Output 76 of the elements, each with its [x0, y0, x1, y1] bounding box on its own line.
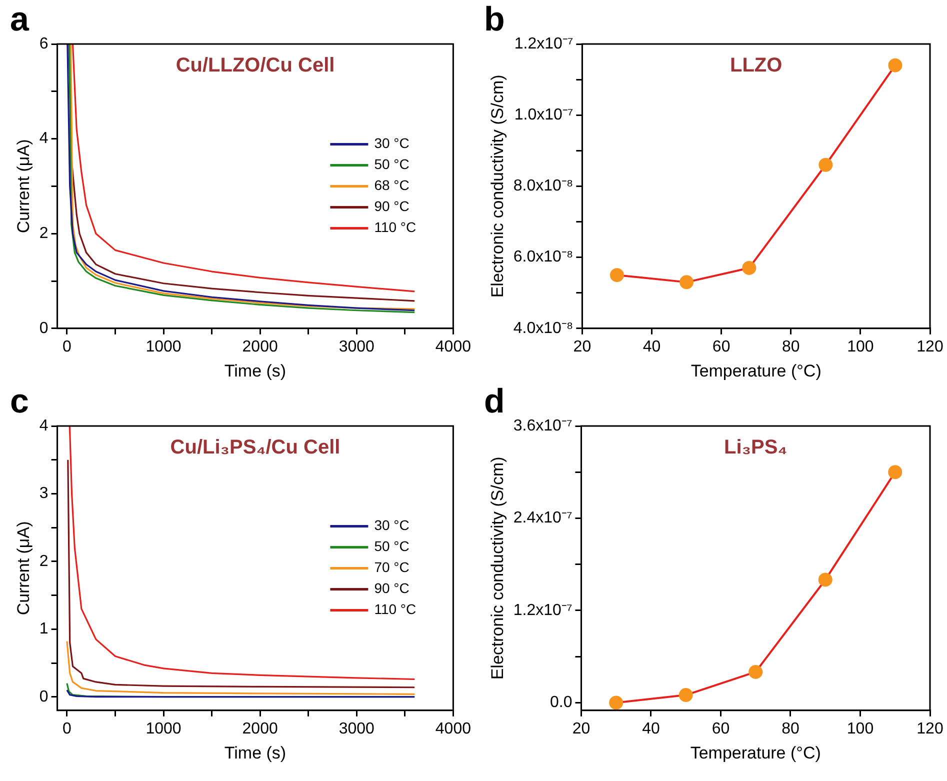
point [678, 688, 693, 702]
y-tick-label: 1.2x10⁻⁷ [514, 35, 574, 52]
text: d [484, 382, 505, 420]
x-axis-title: Time (s) [224, 743, 286, 762]
x-axis-title: Time (s) [224, 361, 286, 380]
x-tick-label: 100 [847, 338, 874, 356]
y-axis-title: Current (μA) [14, 139, 33, 234]
y-axis-title: Electronic conductivity (S/cm) [488, 74, 507, 298]
x-tick-label: 40 [642, 720, 660, 738]
y-tick-label: 2 [39, 552, 48, 570]
x-tick-label: 20 [572, 720, 590, 738]
x-tick-label: 100 [846, 720, 874, 738]
text: Li₃PS₄ [724, 436, 788, 459]
text: Cu/LLZO/Cu Cell [176, 54, 335, 77]
x-tick-label: 4000 [435, 720, 472, 738]
x-tick-label: 0 [62, 338, 72, 356]
point [888, 465, 902, 480]
y-axis-title: Electronic conductivity (S/cm) [488, 456, 507, 680]
legend-label: 70 °C [374, 559, 410, 576]
x-axis-title: Temperature (°C) [690, 743, 821, 762]
x-tick-label: 20 [573, 338, 592, 356]
text: a [10, 0, 30, 38]
x-tick-label: 2000 [242, 338, 278, 356]
legend-label: 30 °C [374, 517, 410, 534]
legend-label: 68 °C [374, 177, 410, 194]
legend-label: 110 °C [374, 219, 416, 236]
y-tick-label: 3 [39, 485, 48, 502]
text: c [10, 382, 29, 420]
legend-label: 90 °C [374, 198, 410, 214]
y-tick-label: 1.2x10⁻⁷ [513, 602, 572, 619]
x-tick-label: 1000 [146, 720, 182, 738]
y-tick-label: 2.4x10⁻⁷ [513, 510, 572, 527]
legend-label: 50 °C [374, 156, 410, 172]
y-tick-label: 0 [39, 688, 48, 706]
y-tick-label: 4 [39, 130, 48, 148]
point [680, 275, 694, 290]
text: b [484, 0, 505, 38]
y-tick-label: 8.0x10⁻⁸ [513, 178, 574, 195]
legend-label: 50 °C [374, 538, 410, 554]
x-tick-label: 120 [916, 720, 944, 738]
x-tick-label: 40 [642, 338, 661, 356]
x-tick-label: 1000 [146, 338, 182, 356]
point [888, 58, 902, 72]
x-tick-label: 60 [712, 720, 730, 738]
legend-label: 30 °C [374, 135, 410, 152]
point [818, 158, 833, 172]
y-tick-label: 0 [39, 320, 48, 337]
y-tick-label: 1 [39, 620, 48, 638]
x-tick-label: 2000 [242, 720, 278, 738]
y-tick-label: 2 [39, 225, 48, 242]
y-tick-label: 4.0x10⁻⁸ [513, 320, 574, 337]
y-tick-label: 0.0 [550, 694, 572, 712]
point [610, 268, 624, 282]
x-tick-label: 3000 [338, 720, 375, 738]
x-tick-label: 80 [782, 720, 800, 738]
y-tick-label: 4 [39, 417, 48, 434]
y-tick-label: 6 [39, 35, 48, 52]
y-tick-label: 6.0x10⁻⁸ [513, 248, 574, 266]
text: Cu/Li₃PS₄/Cu Cell [170, 436, 340, 459]
x-tick-label: 80 [782, 338, 800, 356]
y-tick-label: 3.6x10⁻⁷ [513, 417, 572, 434]
x-axis-title: Temperature (°C) [690, 361, 822, 380]
y-axis-title: Current (μA) [14, 521, 33, 616]
x-tick-label: 60 [712, 338, 730, 356]
x-tick-label: 4000 [435, 338, 472, 356]
point [748, 664, 763, 679]
point [742, 260, 756, 275]
legend-label: 110 °C [374, 601, 416, 618]
point [818, 572, 832, 587]
x-tick-label: 120 [916, 338, 944, 356]
text: LLZO [730, 54, 782, 77]
y-tick-label: 1.0x10⁻⁷ [514, 106, 574, 124]
x-tick-label: 3000 [338, 338, 375, 356]
point [609, 696, 624, 710]
legend-label: 90 °C [374, 580, 410, 596]
x-tick-label: 0 [62, 720, 72, 738]
